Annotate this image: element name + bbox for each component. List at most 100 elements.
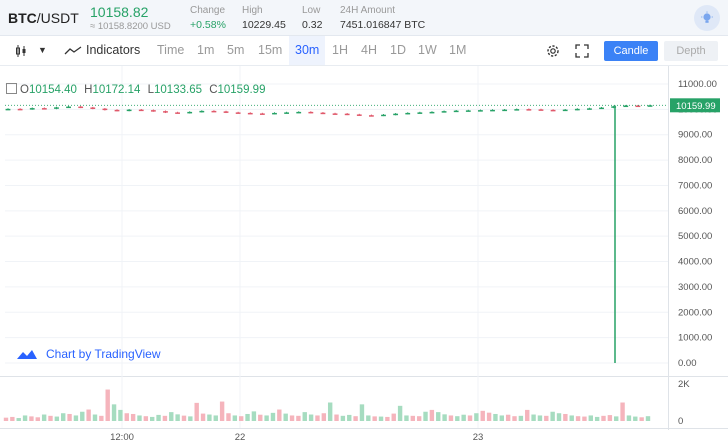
chart-type-icon[interactable] (14, 36, 28, 65)
volume-tick-label: 0 (678, 416, 683, 427)
candle (381, 114, 386, 117)
price-tick-label: 7000.00 (678, 180, 712, 191)
candle-button[interactable]: Candle (604, 41, 658, 61)
candle (356, 114, 362, 116)
chevron-down-icon[interactable]: ▼ (38, 45, 47, 55)
volume-bar (302, 412, 307, 421)
amount-value: 7451.016847 BTC (340, 19, 426, 31)
volume-bar (480, 410, 485, 421)
volume-bar (111, 404, 117, 421)
volume-bar (188, 416, 193, 421)
interval-30m[interactable]: 30m (289, 36, 326, 65)
volume-bar (378, 416, 384, 421)
interval-5m[interactable]: 5m (227, 43, 245, 57)
volume-bar (607, 415, 613, 421)
volume-bar (569, 415, 574, 421)
time-axis: 12:00 22 23 (110, 432, 483, 443)
fullscreen-icon[interactable] (575, 36, 589, 65)
change-value: +0.58% (190, 19, 226, 31)
quote-asset: /USDT (36, 10, 79, 26)
volume-bar (80, 411, 85, 421)
candle (562, 109, 568, 112)
candle (344, 113, 350, 116)
indicators-button[interactable]: Indicators (64, 36, 140, 65)
volume-bar (232, 415, 238, 421)
chart-grid (0, 66, 728, 430)
price-tick-label: 11000.00 (678, 79, 717, 90)
volume-bar (54, 416, 60, 421)
interval-1d[interactable]: 1D (390, 43, 406, 57)
volume-bar (340, 415, 346, 421)
volume-bar (334, 414, 339, 421)
close-label: C (209, 84, 218, 96)
candle (29, 108, 35, 110)
volume-bar (512, 416, 517, 421)
volume-bar (442, 414, 447, 421)
candle (163, 111, 168, 113)
candle (478, 110, 483, 112)
volume-bar (149, 416, 155, 421)
volume-bar (213, 415, 218, 421)
gear-icon[interactable] (545, 36, 561, 65)
volume-tick-label: 2K (678, 379, 690, 390)
candle (465, 110, 471, 112)
volume-bar (105, 389, 110, 421)
interval-15m[interactable]: 15m (258, 43, 283, 57)
price-tick-label: 6000.00 (678, 206, 712, 217)
price-tick-label: 4000.00 (678, 257, 712, 268)
depth-button[interactable]: Depth (664, 41, 718, 61)
candle (247, 112, 253, 115)
price-axis: 11000.0010000.009000.008000.007000.00600… (678, 79, 718, 369)
volume-bar (474, 413, 479, 421)
candle (538, 109, 544, 111)
interval-1w[interactable]: 1W (418, 43, 437, 57)
high-stat: High 10229.45 (242, 5, 286, 31)
volume-bar (162, 415, 168, 421)
volume-bar (423, 411, 428, 421)
volume-bar (29, 416, 34, 421)
tradingview-logo[interactable]: Chart by TradingView (16, 343, 161, 365)
volume-bar (359, 404, 365, 421)
last-price-label: 10159.99 (676, 101, 716, 112)
interval-time[interactable]: Time (157, 43, 185, 57)
interval-1month[interactable]: 1M (449, 43, 467, 57)
ohlc-legend: O10154.40 H10172.14 L10133.65 C10159.99 (6, 83, 265, 96)
volume-bar (531, 414, 536, 421)
close-value: 10159.99 (217, 84, 266, 96)
low-value: 0.32 (302, 19, 323, 31)
volume-bar (563, 413, 568, 421)
price-chart[interactable]: 11000.0010000.009000.008000.007000.00600… (0, 66, 728, 448)
volume-axis: 2K 0 (678, 379, 690, 427)
volume-bar (238, 416, 244, 421)
pair-name[interactable]: BTC/USDT (8, 10, 79, 26)
open-label: O (20, 84, 29, 96)
interval-1m[interactable]: 1m (197, 43, 215, 57)
chart-toolbar: ▼ Indicators Time 1m 5m 15m 30m 1H 4H 1D… (0, 36, 728, 66)
lightbulb-icon[interactable] (694, 5, 720, 31)
volume-bar (207, 414, 212, 421)
volume-bar (10, 416, 15, 421)
volume-bar (277, 409, 282, 421)
candle (526, 109, 532, 111)
volume-bar (499, 415, 505, 421)
candle (393, 113, 399, 116)
volume-bar (404, 415, 409, 421)
volume-bar (461, 414, 466, 421)
volume-bar (436, 412, 441, 421)
candle (453, 110, 459, 113)
candle (175, 112, 180, 114)
volume-bar (3, 417, 9, 421)
volume-bar (41, 414, 47, 421)
candle (429, 111, 435, 114)
interval-4h[interactable]: 4H (361, 43, 377, 57)
ticker-bar: BTC/USDT 10158.82 ≈ 10158.8200 USD Chang… (0, 0, 728, 36)
volume-bar (601, 415, 606, 421)
volume-bar (639, 417, 644, 421)
last-price: 10158.82 (90, 4, 149, 20)
volume-bar (493, 413, 498, 421)
candle (296, 111, 302, 114)
legend-settings-icon[interactable] (6, 83, 17, 94)
volume-bar (124, 413, 129, 421)
interval-1h[interactable]: 1H (332, 43, 348, 57)
volume-bar (594, 416, 600, 421)
